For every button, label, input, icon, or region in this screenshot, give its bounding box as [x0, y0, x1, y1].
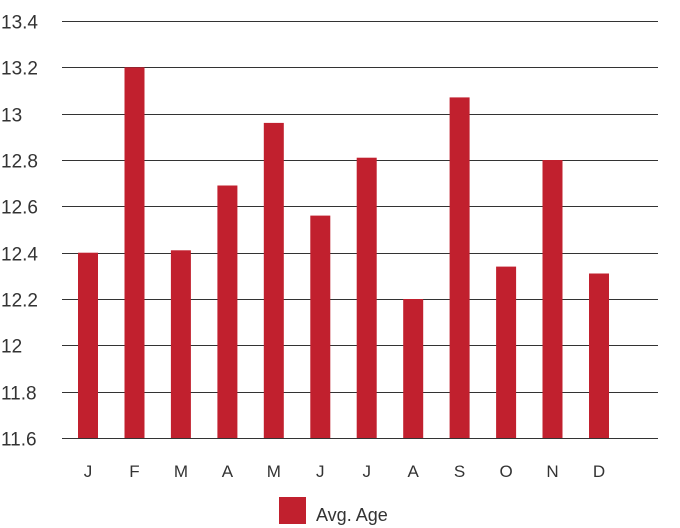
x-tick-label-2-f: F — [129, 462, 139, 481]
bar-8-a — [403, 299, 424, 438]
y-tick-label-11-6: 11.6 — [1, 430, 37, 451]
legend-label-avg-age: Avg. Age — [316, 505, 388, 525]
legend-swatch-avg-age — [279, 497, 306, 524]
bar-11-n — [542, 160, 563, 438]
x-tick-label-4-a: A — [222, 462, 234, 481]
y-tick-label-13: 13 — [1, 106, 22, 127]
y-tick-label-12: 12 — [1, 337, 22, 358]
bar-2-f — [124, 67, 145, 439]
x-tick-label-7-j: J — [362, 462, 371, 481]
x-tick-label-12-d: D — [593, 462, 605, 481]
bar-6-j — [310, 215, 331, 438]
x-tick-label-1-j: J — [84, 462, 93, 481]
bar-9-s — [449, 97, 470, 439]
x-tick-label-10-o: O — [499, 462, 512, 481]
bar-4-a — [217, 185, 238, 438]
y-tick-label-13-4: 13.4 — [1, 13, 38, 34]
y-tick-label-11-8: 11.8 — [1, 384, 37, 405]
bar-5-m — [263, 122, 284, 439]
y-tick-label-12-6: 12.6 — [1, 198, 38, 219]
y-tick-label-12-8: 12.8 — [1, 152, 38, 173]
bar-7-j — [356, 157, 377, 438]
x-tick-label-11-n: N — [546, 462, 558, 481]
bar-1-j — [78, 252, 98, 438]
x-tick-label-8-a: A — [408, 462, 420, 481]
y-tick-label-12-2: 12.2 — [1, 291, 38, 312]
bar-3-m — [170, 250, 191, 438]
x-tick-label-9-s: S — [454, 462, 465, 481]
y-tick-label-13-2: 13.2 — [1, 59, 38, 80]
bars — [78, 67, 609, 439]
x-tick-label-5-m: M — [267, 462, 281, 481]
bar-10-o — [496, 266, 517, 438]
y-tick-label-12-4: 12.4 — [1, 245, 38, 266]
y-axis-tick-labels: 11.6 11.8 12 12.2 12.4 12.6 12.8 13 13.2 13.4 — [1, 13, 38, 451]
x-tick-label-3-m: M — [174, 462, 188, 481]
bar-12-d — [589, 273, 609, 438]
x-tick-label-6-j: J — [316, 462, 325, 481]
legend: Avg. Age — [279, 497, 388, 525]
